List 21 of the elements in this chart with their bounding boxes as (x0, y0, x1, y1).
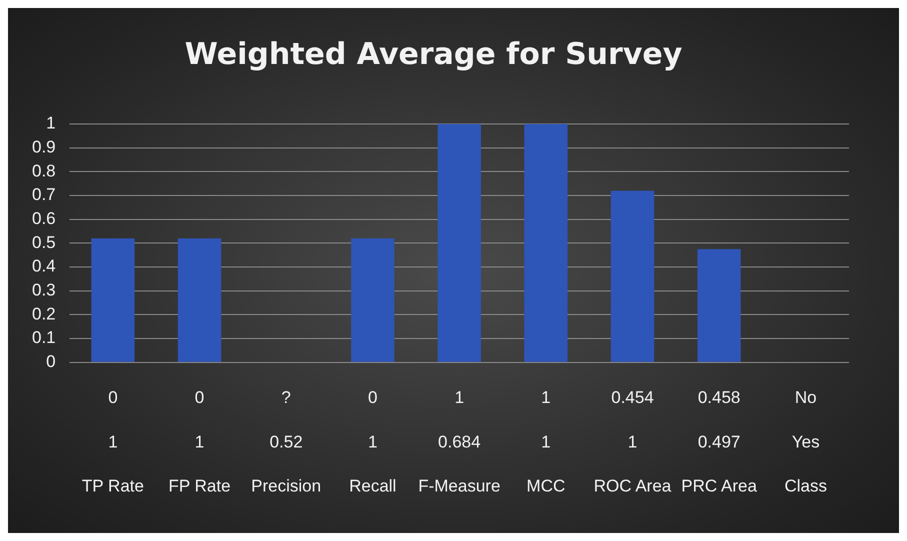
category-label: 0.454 1 ROC Area (594, 388, 672, 496)
y-tick-label: 0.9 (32, 138, 56, 157)
y-tick-label: 0.4 (32, 256, 56, 276)
category-label: 0 1 Recall (349, 388, 396, 496)
y-tick-label: 0.5 (32, 232, 56, 252)
y-tick-label: 0.2 (32, 304, 56, 324)
category-label: 1 0.684 F-Measure (418, 388, 500, 496)
y-tick-label: 0 (46, 352, 56, 372)
category-label: 1 1 MCC (526, 388, 566, 496)
category-label: No Yes Class (784, 388, 827, 496)
y-tick-label: 0.6 (32, 209, 56, 228)
chart-title: Weighted Average for Survey (184, 36, 683, 72)
y-tick-label: 0.7 (32, 185, 56, 204)
category-label: ? 0.52 Precision (251, 388, 322, 496)
y-tick-label: 0.1 (32, 328, 56, 348)
category-label: 0 1 FP Rate (168, 388, 231, 496)
y-tick-label: 0.3 (32, 280, 56, 300)
category-label: 0.458 0.497 PRC Area (681, 388, 757, 496)
category-label: 0 1 TP Rate (82, 388, 144, 496)
y-tick-label: 0.8 (32, 161, 56, 180)
y-tick-label: 1 (46, 114, 56, 133)
